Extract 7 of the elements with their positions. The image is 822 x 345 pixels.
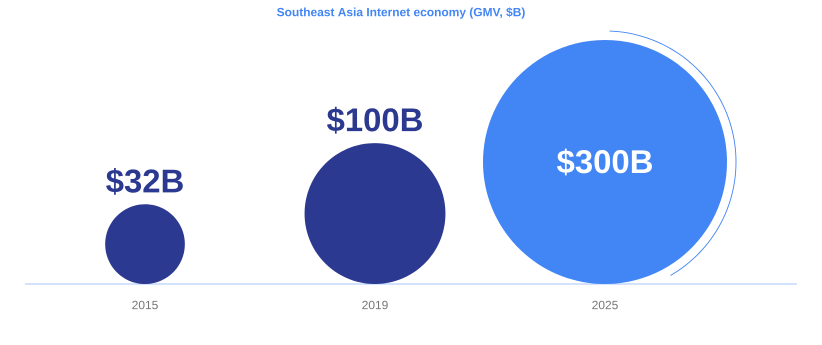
data-label: $300B bbox=[557, 148, 652, 176]
data-label: $100B bbox=[327, 106, 422, 134]
data-label: $32B bbox=[106, 168, 183, 195]
category-label: 2015 bbox=[132, 300, 158, 310]
category-label: 2025 bbox=[592, 300, 618, 310]
text: Southeast Asia Internet economy (GMV, $B) bbox=[277, 7, 525, 19]
category-label: 2019 bbox=[362, 300, 388, 310]
